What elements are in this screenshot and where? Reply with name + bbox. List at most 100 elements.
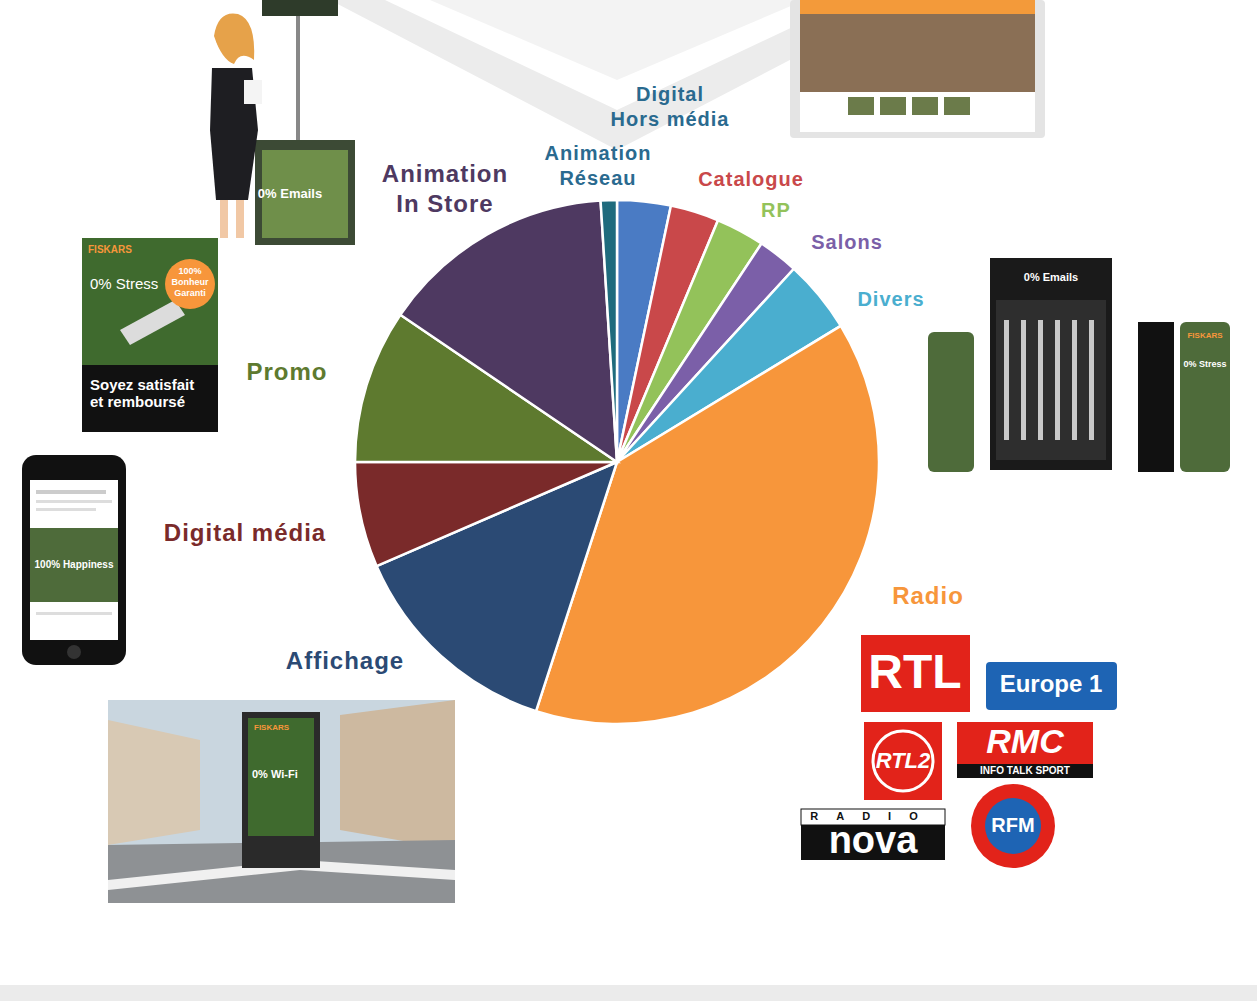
phone-body — [22, 455, 126, 665]
slice — [601, 200, 617, 462]
logo-europe1 — [986, 662, 1117, 710]
stand-sign — [262, 0, 338, 16]
laptop-photo — [800, 14, 1035, 92]
tool — [1055, 320, 1060, 440]
logo-rtl — [861, 635, 970, 712]
category-label: Catalogue — [698, 168, 804, 190]
logo-rfm-inner — [985, 798, 1041, 854]
tool — [1021, 320, 1026, 440]
chart: DigitalHors médiaCatalogueRPSalonsDivers… — [0, 0, 1257, 1001]
billboard-photo: FISKARS 0% Wi-Fi — [108, 700, 455, 903]
billboard-frame — [242, 712, 320, 868]
logo-text: RFM — [991, 814, 1034, 836]
billboard-headline: 0% Wi-Fi — [252, 768, 298, 780]
label-line: Animation — [382, 160, 508, 187]
phone-photo — [30, 528, 118, 602]
tool — [1004, 320, 1009, 440]
billboard-brand: FISKARS — [254, 723, 290, 732]
slice — [355, 462, 617, 566]
phone-button — [67, 645, 81, 659]
laptop-bar — [800, 0, 1035, 14]
building — [340, 700, 455, 850]
logo-text: RTL — [868, 645, 961, 698]
pruner — [120, 300, 185, 345]
banner — [1180, 322, 1230, 472]
logo-rmc-band — [957, 764, 1093, 778]
laptop-thumb — [912, 97, 938, 115]
radio-logos: RTLEurope 1RTL2RMCINFO TALK SPORTRADIOno… — [801, 635, 1117, 868]
phone-line — [36, 508, 96, 511]
display-brand: FISKARS — [1187, 331, 1223, 340]
label-line: Digital — [636, 83, 704, 105]
badge-text: 100% — [178, 266, 201, 276]
badge-text: Garanti — [174, 288, 206, 298]
logo-rfm — [971, 784, 1055, 868]
phone: 100% Happiness — [22, 455, 126, 665]
hair — [214, 13, 254, 64]
category-label: Animation Réseau — [545, 142, 652, 189]
category-label: Digital Hors média — [611, 83, 730, 130]
phone-line — [36, 490, 106, 494]
laptop-thumb — [848, 97, 874, 115]
poster-footer-text: Soyez satisfait — [90, 376, 194, 393]
laptop-frame — [790, 0, 1045, 138]
slice — [400, 201, 617, 462]
poster-brand: FISKARS — [88, 244, 132, 255]
leg — [220, 200, 228, 238]
display-headline: 0% Stress — [1183, 359, 1226, 369]
logo-text: RMC — [986, 722, 1064, 760]
chevron — [430, 0, 805, 80]
poster-headline: 0% Stress — [90, 275, 158, 292]
label-line: Animation — [545, 142, 652, 164]
logo-text: INFO TALK SPORT — [980, 765, 1070, 776]
category-label: RP — [761, 199, 791, 221]
banner — [928, 332, 974, 472]
category-label: Divers — [857, 288, 924, 310]
tablet — [244, 80, 262, 104]
poster-footer-text: et remboursé — [90, 393, 185, 410]
leg — [236, 200, 244, 238]
label-line: Hors média — [611, 108, 730, 130]
logo-text: RTL2 — [876, 748, 931, 773]
logo-rtl2 — [864, 722, 942, 800]
category-label: Promo — [246, 358, 327, 385]
stand-illustration: 0% Emails — [210, 0, 355, 245]
phone-text: 100% Happiness — [35, 559, 114, 570]
phone-line — [36, 612, 112, 615]
display-panel — [996, 300, 1106, 460]
phone-line — [36, 500, 112, 503]
promo-poster: FISKARS 0% Stress 100%BonheurGaranti Soyez … — [82, 238, 218, 432]
stand-pole — [296, 16, 300, 144]
laptop-thumb — [880, 97, 906, 115]
category-label: Digital média — [164, 519, 326, 546]
label-line: In Store — [396, 190, 493, 217]
laptop — [790, 0, 1045, 138]
building — [108, 720, 200, 845]
tool — [1038, 320, 1043, 440]
label-line: Réseau — [559, 167, 636, 189]
stand-text: 0% Emails — [258, 186, 322, 201]
laptop-content — [800, 92, 1035, 132]
display: 0% Emails FISKARS 0% Stress — [928, 258, 1230, 472]
poster-footer — [82, 365, 218, 432]
billboard-poster — [248, 718, 314, 836]
logo-text: Europe 1 — [1000, 670, 1103, 697]
logo-ring — [873, 731, 933, 791]
category-label: Radio — [892, 582, 964, 609]
category-label: Affichage — [286, 647, 404, 674]
badge-text: Bonheur — [172, 277, 209, 287]
badge — [165, 259, 215, 309]
footer-band — [0, 985, 1257, 1001]
sky — [108, 700, 455, 903]
stand-counter — [255, 140, 355, 245]
poster-photo — [82, 238, 218, 432]
category-label: Animation In Store — [382, 160, 508, 217]
logo-text: nova — [829, 819, 919, 861]
display-text: 0% Emails — [1024, 271, 1078, 283]
laptop-thumb — [944, 97, 970, 115]
display-rack — [990, 258, 1112, 470]
tool — [1089, 320, 1094, 440]
pie — [355, 200, 879, 724]
tool — [1072, 320, 1077, 440]
display-post — [1138, 322, 1174, 472]
